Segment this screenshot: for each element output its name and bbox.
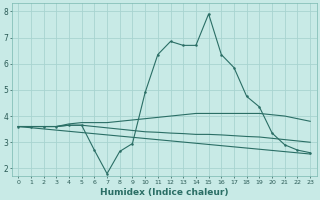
X-axis label: Humidex (Indice chaleur): Humidex (Indice chaleur) [100,188,228,197]
